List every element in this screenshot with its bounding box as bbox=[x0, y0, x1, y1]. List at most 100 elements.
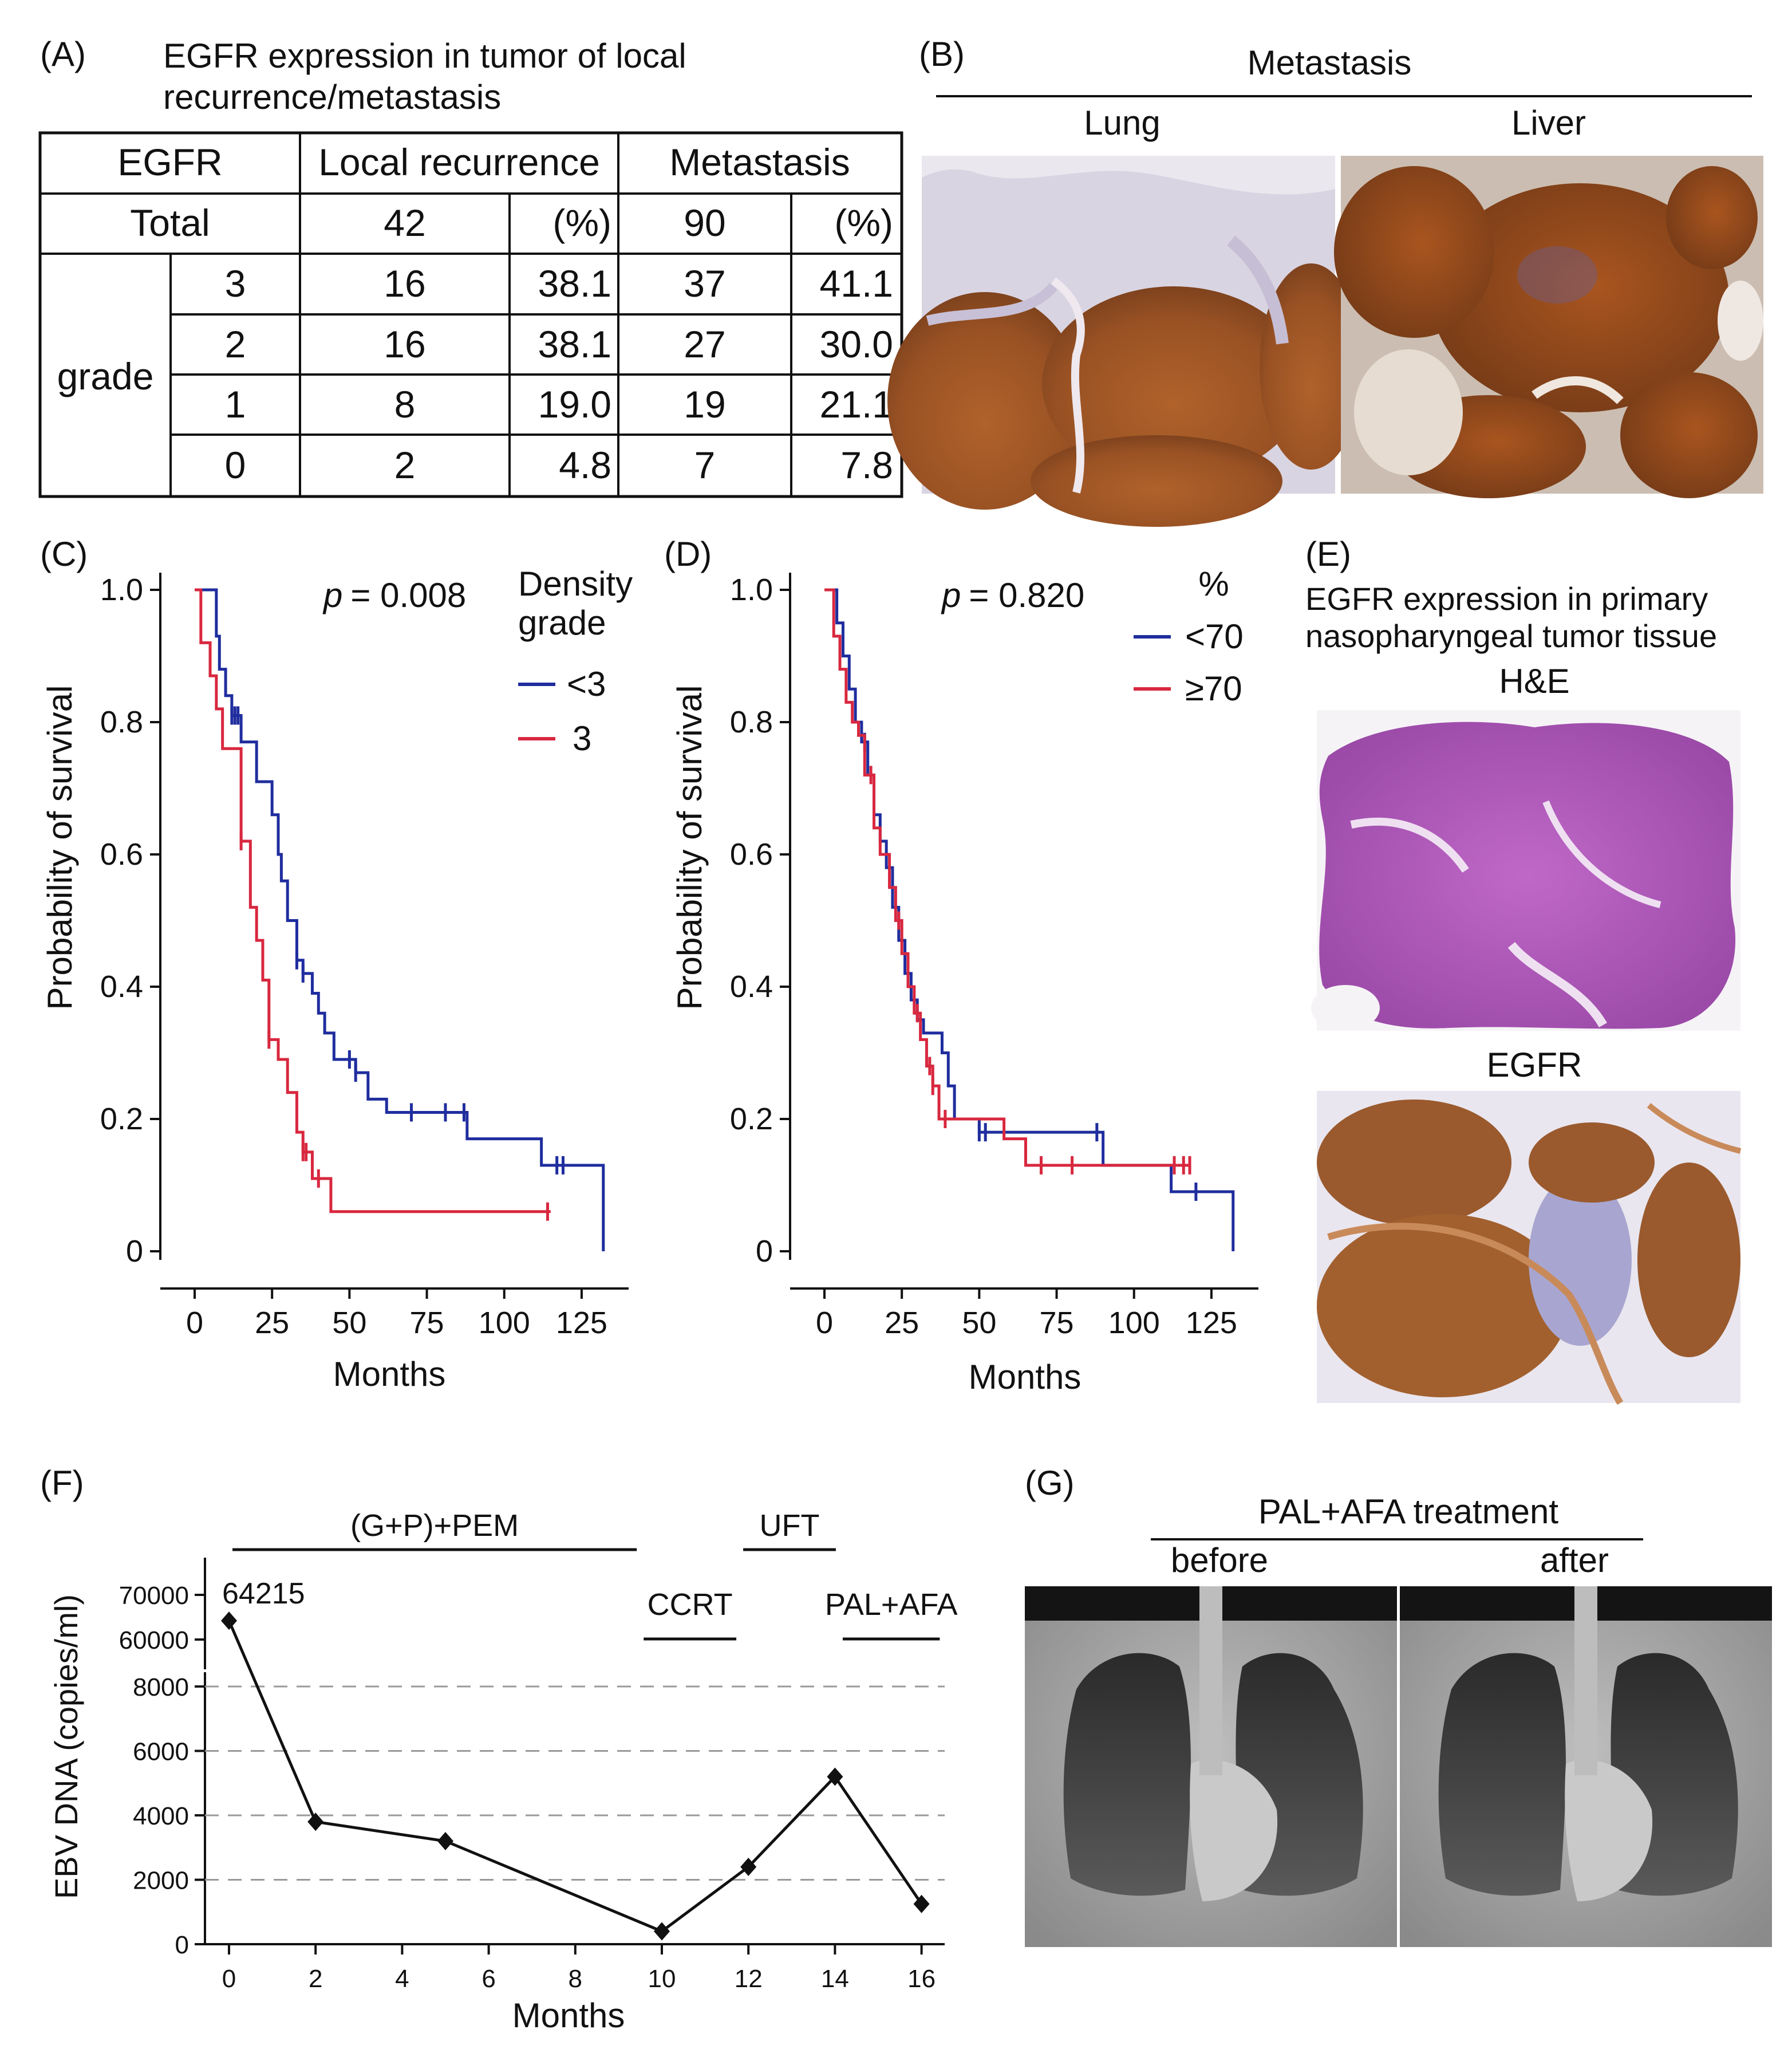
f-data-point bbox=[654, 1922, 670, 1941]
f-xtick-label: 8 bbox=[569, 1965, 582, 1993]
row-met-n: 7 bbox=[694, 444, 716, 486]
chart-f-ylabel: EBV DNA (copies/ml) bbox=[48, 1594, 84, 1899]
total-label: Total bbox=[130, 202, 210, 244]
row-lr-pct: 38.1 bbox=[538, 262, 611, 305]
xray-before-label: before bbox=[1171, 1541, 1268, 1579]
c-xtick-label: 0 bbox=[186, 1306, 203, 1340]
f-data-point bbox=[307, 1812, 324, 1831]
liver-ihc-image bbox=[1334, 156, 1763, 498]
d-series-red-line bbox=[824, 588, 1190, 1167]
header-metastasis: Metastasis bbox=[669, 141, 850, 183]
d-xtick-label: 50 bbox=[962, 1306, 996, 1340]
f-ytick-label: 0 bbox=[175, 1931, 189, 1959]
xray-after-label: after bbox=[1540, 1541, 1609, 1579]
c-xtick-label: 25 bbox=[255, 1306, 289, 1340]
row-met-pct: 21.1 bbox=[820, 383, 893, 425]
lung-label: Lung bbox=[1084, 104, 1160, 142]
panel-label-e: (E) bbox=[1305, 535, 1351, 573]
f-data-point bbox=[913, 1894, 930, 1913]
f-ytick-label: 8000 bbox=[133, 1673, 189, 1701]
lung-ihc-image bbox=[887, 156, 1363, 527]
chart-d-legend-title: % bbox=[1198, 565, 1229, 603]
chart-c-xlabel: Months bbox=[333, 1355, 446, 1393]
chart-f-xlabel: Months bbox=[512, 1996, 625, 2035]
chart-d-pvalue: p = 0.820 bbox=[941, 576, 1084, 614]
c-xtick-label: 50 bbox=[332, 1306, 366, 1340]
c-series-red-line bbox=[195, 588, 551, 1213]
liver-label: Liver bbox=[1511, 104, 1586, 142]
f-xtick-label: 2 bbox=[309, 1965, 322, 1993]
grade-label: grade bbox=[57, 355, 154, 397]
xray-after-image bbox=[1400, 1586, 1772, 1947]
f-xtick-label: 0 bbox=[222, 1965, 236, 1993]
f-xtick-label: 6 bbox=[481, 1965, 495, 1993]
f-data-point bbox=[221, 1611, 237, 1630]
row-lr-pct: 4.8 bbox=[559, 444, 611, 486]
total-lr-pct: (%) bbox=[552, 202, 611, 244]
c-ytick-label: 0.2 bbox=[100, 1102, 143, 1136]
chart-c-pvalue: p = 0.008 bbox=[322, 576, 466, 614]
xray-title: PAL+AFA treatment bbox=[1258, 1492, 1559, 1531]
panel-label-b: (B) bbox=[919, 35, 965, 73]
row-met-pct: 30.0 bbox=[820, 323, 893, 365]
chart-c-legend-3: 3 bbox=[573, 719, 591, 758]
row-met-n: 19 bbox=[684, 383, 725, 425]
header-local-recurrence: Local recurrence bbox=[318, 141, 600, 183]
c-ytick-label: 1.0 bbox=[100, 573, 143, 607]
f-ytick-label: 60000 bbox=[119, 1626, 189, 1654]
table-row: 2 16 38.1 27 30.0 bbox=[225, 323, 893, 365]
c-xtick-label: 75 bbox=[410, 1306, 444, 1340]
chart-d-ylabel: Probability of survival bbox=[670, 685, 709, 1010]
chart-d-legend-lt70: <70 bbox=[1185, 617, 1244, 656]
f-xtick-label: 14 bbox=[821, 1965, 849, 1993]
c-ytick-label: 0.8 bbox=[100, 705, 143, 739]
f-ytick-label: 4000 bbox=[133, 1802, 189, 1830]
f-data-point bbox=[437, 1832, 453, 1850]
table-row: 1 8 19.0 19 21.1 bbox=[225, 383, 893, 425]
total-met-n: 90 bbox=[684, 202, 725, 244]
row-lr-pct: 38.1 bbox=[538, 323, 611, 365]
panel-label-f: (F) bbox=[40, 1464, 84, 1502]
chart-d: 0 0.2 0.4 0.6 0.8 1.0 0 25 50 75 100 125 Months Pr… bbox=[670, 565, 1258, 1396]
chart-d-pvalue-text: = 0.820 bbox=[969, 576, 1084, 614]
f-ytick-label: 2000 bbox=[133, 1867, 189, 1895]
f-xtick-label: 10 bbox=[648, 1965, 676, 1993]
row-lr-n: 8 bbox=[394, 383, 416, 425]
panel-label-g: (G) bbox=[1025, 1464, 1075, 1502]
table-title-line2: recurrence/metastasis bbox=[163, 78, 501, 116]
f-treatment-pal-afa-label: PAL+AFA bbox=[825, 1587, 958, 1622]
f-xtick-label: 16 bbox=[907, 1965, 936, 1993]
chart-d-legend-ge70: ≥70 bbox=[1185, 669, 1242, 708]
egfr-stain-image bbox=[1317, 1091, 1742, 1405]
d-xtick-label: 0 bbox=[816, 1306, 833, 1340]
row-grade: 0 bbox=[225, 444, 246, 486]
total-lr-n: 42 bbox=[384, 202, 425, 244]
chart-c-legend-title-1: Density bbox=[518, 565, 633, 603]
total-met-pct: (%) bbox=[834, 202, 893, 244]
f-treatment-uft-label: UFT bbox=[760, 1508, 820, 1543]
f-xtick-label: 12 bbox=[735, 1965, 763, 1993]
table-row: 3 16 38.1 37 41.1 bbox=[225, 262, 893, 305]
chart-f: (G+P)+PEM CCRT UFT PAL+AFA 0 2000 4000 6000 800… bbox=[48, 1508, 958, 2035]
row-lr-n: 16 bbox=[384, 262, 425, 305]
c-ytick-label: 0.6 bbox=[100, 837, 143, 872]
panel-label-c: (C) bbox=[40, 535, 88, 573]
c-ytick-label: 0 bbox=[126, 1234, 143, 1268]
d-ytick-label: 1.0 bbox=[730, 573, 773, 607]
chart-c-pvalue-text: = 0.008 bbox=[350, 576, 466, 614]
chart-c-legend-title-2: grade bbox=[518, 604, 606, 642]
chart-f-point-label: 64215 bbox=[222, 1577, 305, 1610]
f-ytick-label: 70000 bbox=[119, 1582, 189, 1610]
c-xtick-label: 125 bbox=[556, 1306, 607, 1340]
c-ytick-label: 0.4 bbox=[100, 970, 143, 1004]
panel-label-d: (D) bbox=[664, 535, 712, 573]
row-met-pct: 41.1 bbox=[820, 262, 893, 305]
row-lr-n: 16 bbox=[384, 323, 425, 365]
egfr-table: EGFR Local recurrence Metastasis Total 4… bbox=[38, 131, 903, 498]
d-ytick-label: 0.4 bbox=[730, 970, 773, 1004]
c-series-blue-line bbox=[195, 588, 605, 1251]
row-met-n: 37 bbox=[684, 262, 725, 305]
d-ytick-label: 0 bbox=[756, 1234, 773, 1268]
d-xtick-label: 100 bbox=[1108, 1306, 1160, 1340]
